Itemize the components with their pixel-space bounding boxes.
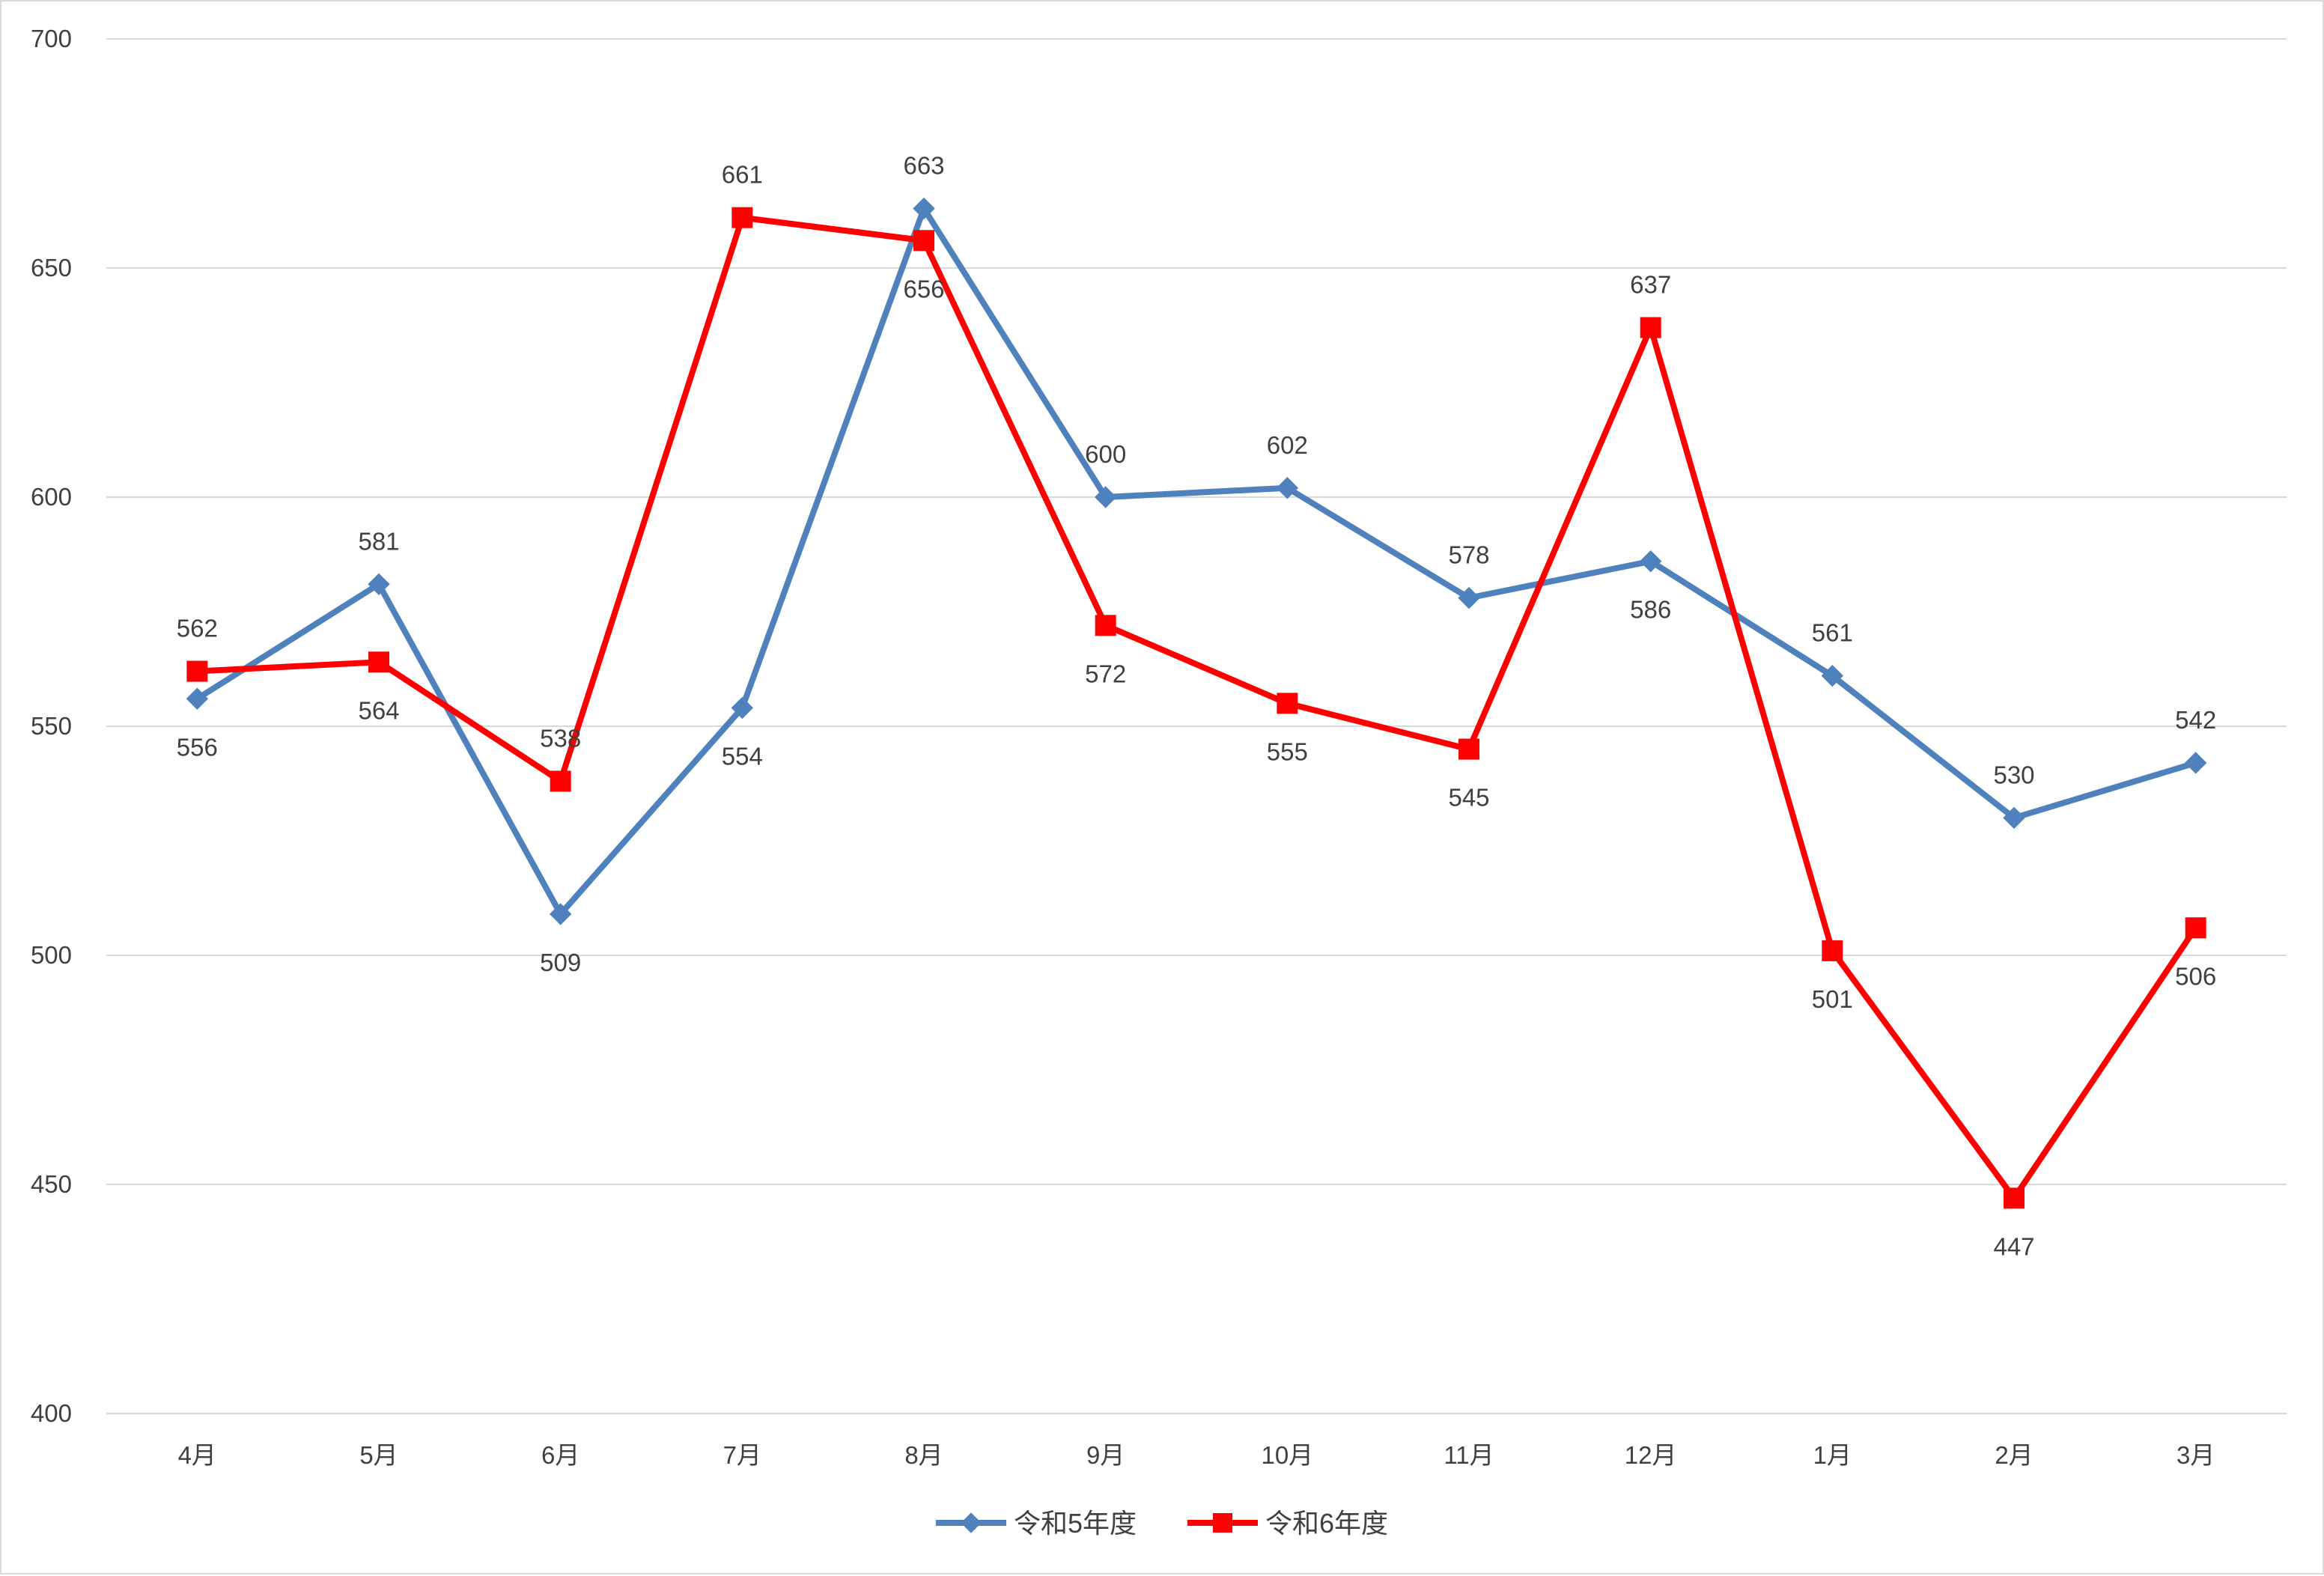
legend-label: 令和6年度 <box>1265 1508 1388 1539</box>
data-point <box>1640 317 1661 338</box>
x-tick-label: 11月 <box>1444 1441 1494 1469</box>
x-tick-label: 1月 <box>1813 1441 1852 1469</box>
data-label: 564 <box>358 696 399 724</box>
data-label: 509 <box>540 949 581 976</box>
data-point <box>731 696 754 719</box>
data-label: 506 <box>2175 962 2216 990</box>
x-tick-label: 3月 <box>2177 1441 2215 1469</box>
data-label: 661 <box>722 161 763 189</box>
data-label: 542 <box>2175 706 2216 734</box>
gridlines <box>106 38 2287 1414</box>
data-point <box>550 770 571 792</box>
data-label: 602 <box>1267 431 1308 459</box>
data-point <box>1639 550 1662 573</box>
data-label: 581 <box>358 527 399 555</box>
data-point <box>1277 693 1298 714</box>
data-point <box>913 197 935 220</box>
y-tick-label: 600 <box>31 483 72 511</box>
data-label: 562 <box>177 615 218 642</box>
data-point <box>1822 940 1843 961</box>
data-label: 578 <box>1448 541 1489 569</box>
series-markers <box>186 197 2207 1209</box>
data-label: 538 <box>540 724 581 752</box>
data-point <box>1276 477 1299 499</box>
series-line-reiwa6 <box>194 214 2199 1202</box>
legend-label: 令和5年度 <box>1014 1508 1137 1539</box>
x-tick-label: 7月 <box>723 1441 761 1469</box>
data-label: 501 <box>1812 985 1853 1013</box>
data-point <box>2184 752 2207 774</box>
data-label: 555 <box>1267 737 1308 765</box>
legend: 令和5年度 令和6年度 <box>936 1508 1388 1539</box>
data-point <box>186 660 208 682</box>
data-point <box>2003 806 2025 830</box>
data-label: 656 <box>903 275 944 302</box>
y-tick-label: 450 <box>31 1170 72 1198</box>
data-point <box>731 207 753 228</box>
data-point <box>1095 615 1116 636</box>
y-axis-ticks: 400 450 500 550 600 650 700 <box>31 25 72 1427</box>
x-axis-ticks: 4月 5月 6月 7月 8月 9月 10月 11月 12月 1月 2月 3月 <box>178 1441 2215 1469</box>
data-point <box>2185 917 2206 939</box>
legend-marker <box>1213 1513 1232 1533</box>
data-label: 545 <box>1448 784 1489 812</box>
y-tick-label: 700 <box>31 25 72 52</box>
y-tick-label: 400 <box>31 1399 72 1427</box>
data-label: 556 <box>177 733 218 761</box>
data-label: 572 <box>1085 660 1126 687</box>
data-label: 530 <box>1993 761 2034 788</box>
series-line-reiwa5 <box>194 205 2199 917</box>
y-tick-label: 650 <box>31 254 72 282</box>
y-tick-label: 500 <box>31 941 72 969</box>
data-point <box>186 687 209 710</box>
data-label: 554 <box>722 743 763 770</box>
legend-marker <box>961 1512 982 1533</box>
data-label: 637 <box>1630 271 1671 299</box>
data-point <box>2004 1187 2025 1209</box>
data-labels: 562 556 581 564 538 509 661 554 663 656 600 572 602 5… <box>177 151 2216 1260</box>
data-label: 663 <box>903 151 944 179</box>
legend-item: 令和5年度 <box>936 1508 1137 1539</box>
data-label: 586 <box>1630 596 1671 624</box>
x-tick-label: 8月 <box>904 1441 943 1469</box>
x-tick-label: 10月 <box>1261 1441 1313 1469</box>
x-tick-label: 2月 <box>1995 1441 2033 1469</box>
x-tick-label: 6月 <box>541 1441 580 1469</box>
data-point <box>1458 586 1480 609</box>
x-tick-label: 5月 <box>359 1441 398 1469</box>
data-point <box>368 651 389 673</box>
data-point <box>1458 738 1479 760</box>
x-tick-label: 9月 <box>1086 1441 1125 1469</box>
data-point <box>549 903 572 925</box>
data-point <box>1094 486 1117 508</box>
x-tick-label: 4月 <box>178 1441 216 1469</box>
series-lines <box>194 205 2199 1202</box>
data-point <box>1821 664 1844 687</box>
data-point <box>913 230 934 252</box>
data-label: 561 <box>1812 619 1853 647</box>
data-label: 600 <box>1085 440 1126 468</box>
legend-item: 令和6年度 <box>1187 1508 1388 1539</box>
data-label: 447 <box>1993 1232 2034 1260</box>
y-tick-label: 550 <box>31 712 72 740</box>
data-point <box>368 573 390 595</box>
x-tick-label: 12月 <box>1625 1441 1677 1469</box>
